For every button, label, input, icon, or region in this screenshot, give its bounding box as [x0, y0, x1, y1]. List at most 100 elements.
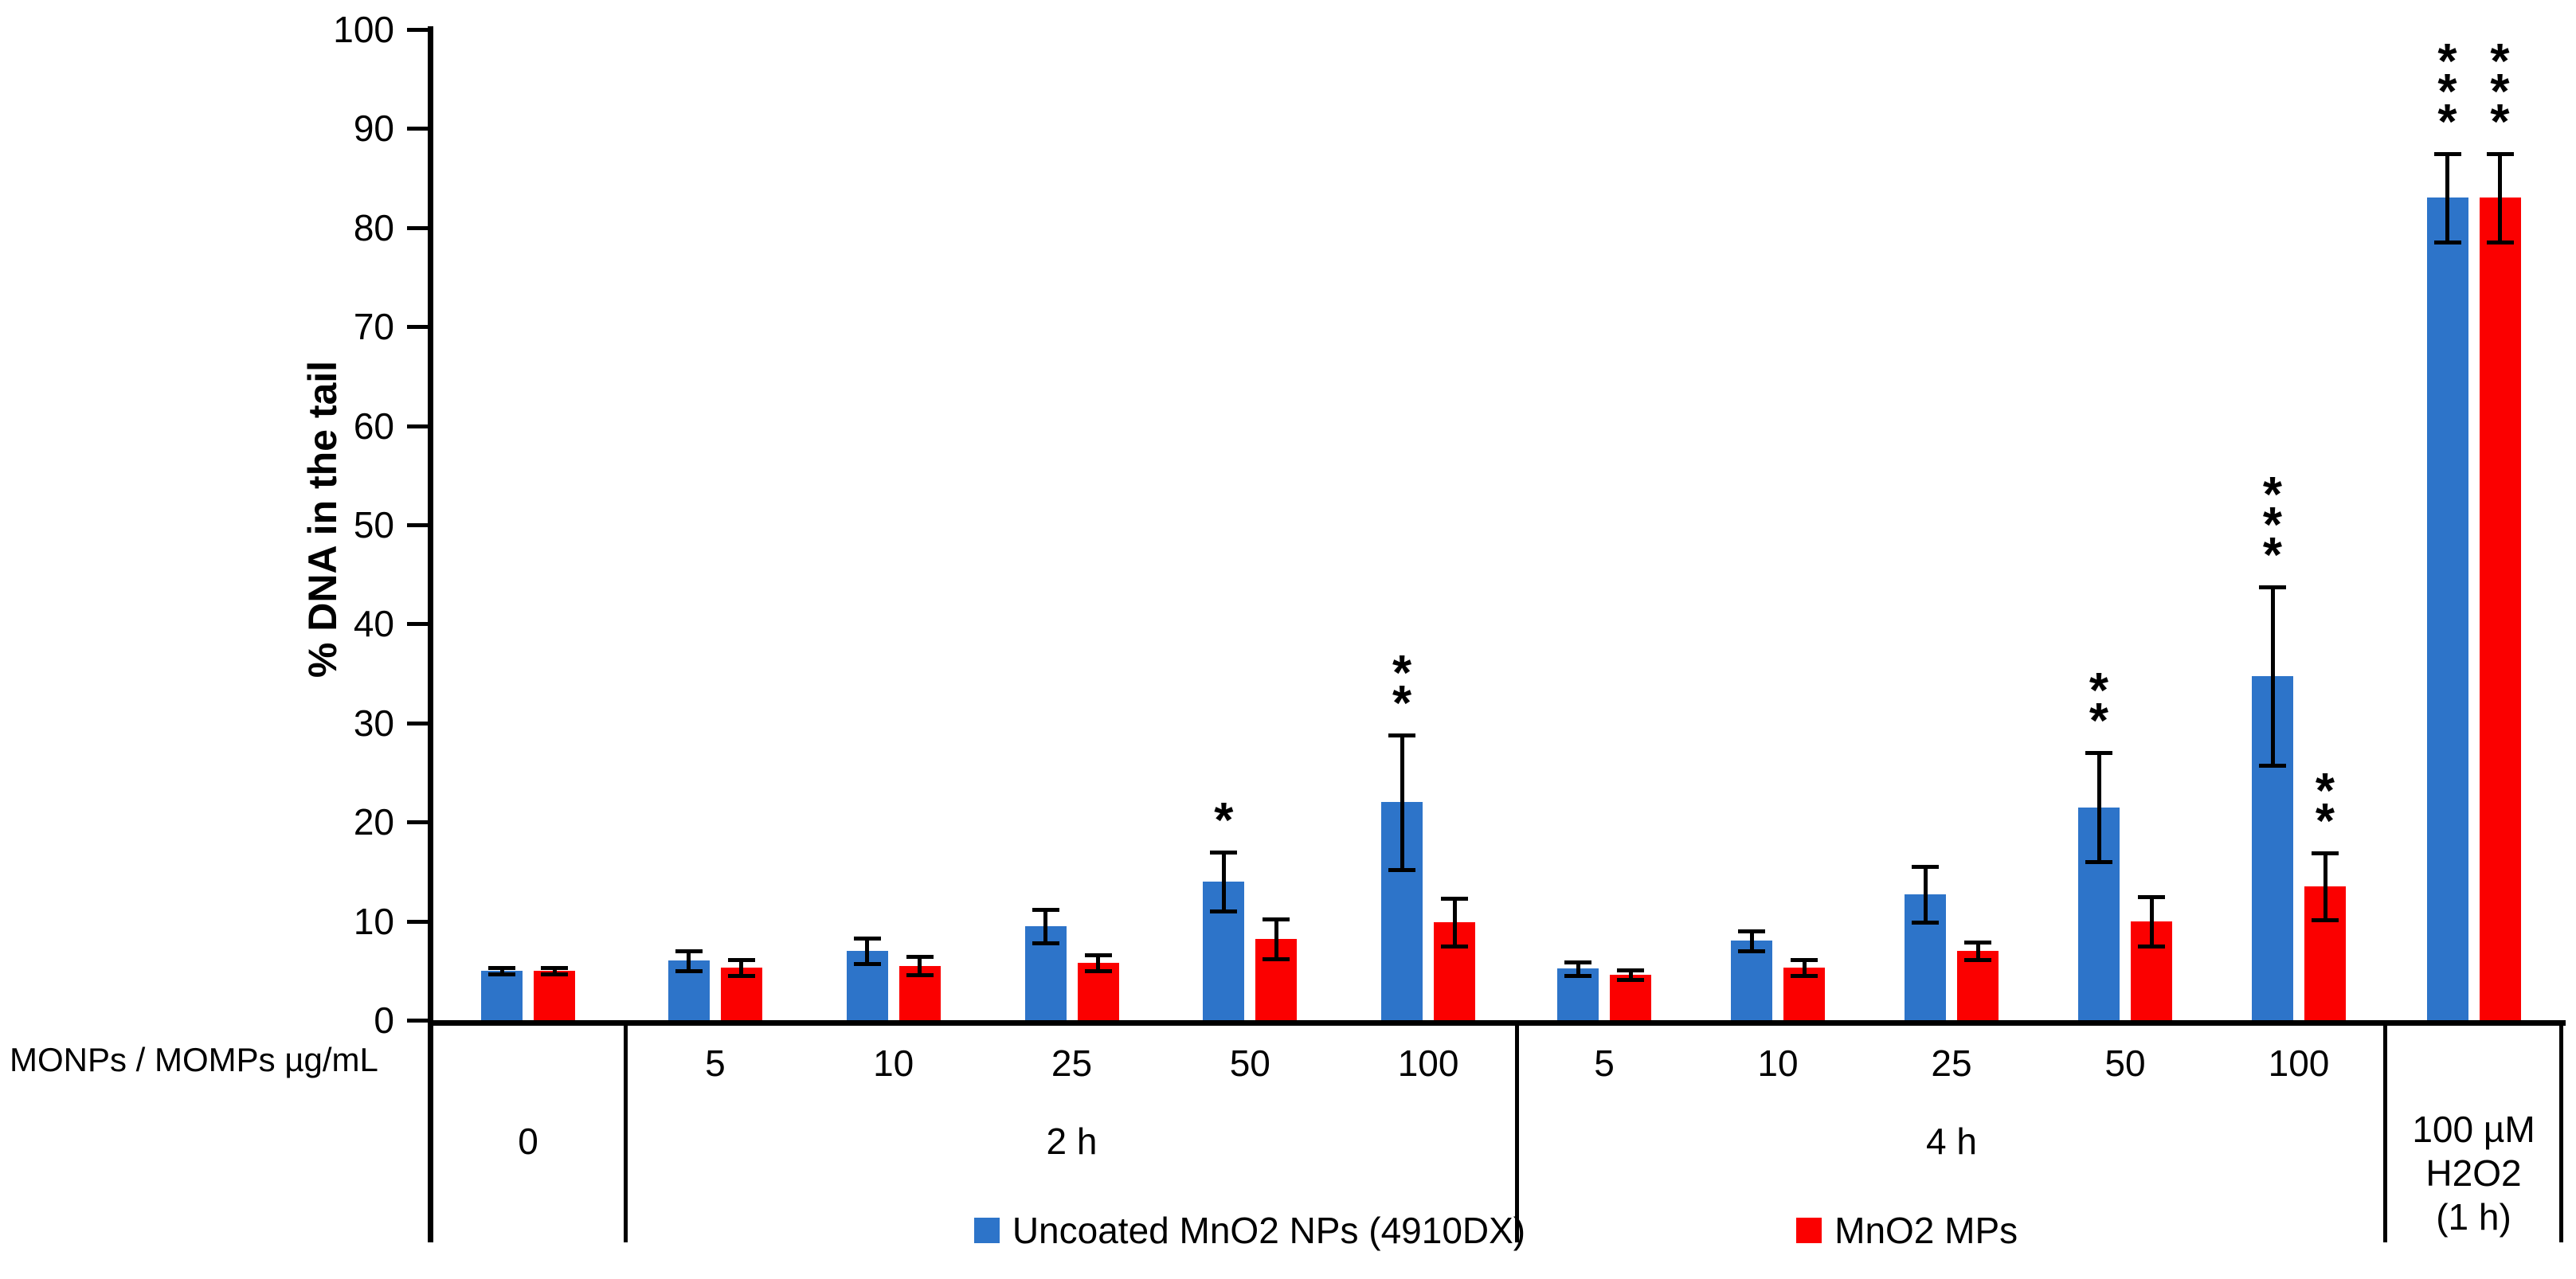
legend-label-mno2-mps: MnO2 MPs	[1834, 1210, 2018, 1251]
error-bar-cap	[1210, 909, 1238, 914]
error-bar-cap	[1210, 850, 1238, 855]
bar-mno2-mps	[2479, 198, 2521, 1020]
error-bar-cap	[2433, 241, 2461, 245]
error-bar-stem	[739, 960, 744, 976]
error-bar-stem	[552, 968, 557, 974]
error-bar-cap	[1912, 865, 1939, 870]
error-bar-cap	[2259, 585, 2286, 590]
error-bar-stem	[1975, 941, 1980, 960]
significance-marker: *	[1214, 792, 1234, 848]
error-bar-stem	[918, 956, 922, 975]
concentration-label: 25	[1051, 1042, 1093, 1084]
group-label: 4 h	[1926, 1121, 1977, 1162]
error-bar-cap	[1791, 974, 1818, 979]
y-tick-mark	[407, 820, 428, 825]
error-bar-cap	[1564, 960, 1591, 964]
legend-item-uncoated-mno2-nps: Uncoated MnO2 NPs (4910DX)	[973, 1210, 1525, 1251]
error-bar-stem	[2270, 587, 2275, 766]
table-divider	[2383, 1026, 2387, 1242]
legend: Uncoated MnO2 NPs (4910DX) MnO2 MPs	[430, 1204, 2562, 1257]
y-tick-mark	[407, 1019, 428, 1023]
error-bar-cap	[2138, 894, 2165, 899]
error-bar-cap	[1564, 974, 1591, 979]
error-bar-cap	[906, 972, 934, 977]
error-bar-cap	[1441, 944, 1469, 948]
y-tick-label: 0	[374, 999, 394, 1041]
y-tick-label: 100	[333, 9, 394, 50]
y-tick-label: 10	[353, 900, 394, 942]
bar-mno2-mps	[534, 970, 575, 1020]
error-bar-cap	[853, 962, 881, 967]
group-label: 0	[518, 1121, 538, 1162]
error-bar-cap	[2433, 151, 2461, 156]
error-bar-cap	[2312, 918, 2339, 923]
error-bar-cap	[906, 955, 934, 960]
error-bar-stem	[2498, 153, 2502, 243]
error-bar-cap	[1263, 917, 1290, 922]
bar-mno2-mps	[1610, 974, 1651, 1020]
error-bar-cap	[1084, 968, 1112, 973]
y-axis-line	[428, 26, 433, 1242]
bar-uncoated-mno2-nps	[2426, 198, 2468, 1020]
concentration-label: 25	[1931, 1042, 1972, 1084]
error-bar-cap	[1964, 958, 1991, 963]
y-tick-label: 90	[353, 108, 394, 150]
error-bar-cap	[488, 972, 515, 976]
significance-marker: * * *	[2262, 467, 2283, 584]
concentration-label: 5	[705, 1042, 726, 1084]
y-tick-mark	[407, 919, 428, 924]
significance-marker: * * *	[2437, 33, 2457, 150]
error-bar-cap	[2486, 151, 2514, 156]
error-bar-stem	[1576, 961, 1580, 976]
y-tick-mark	[407, 225, 428, 230]
table-divider	[1515, 1026, 1519, 1242]
error-bar-cap	[1964, 940, 1991, 945]
y-tick-mark	[407, 424, 428, 428]
legend-swatch-red	[1796, 1218, 1822, 1243]
bar-mno2-mps	[1957, 950, 1999, 1020]
y-tick-mark	[407, 325, 428, 330]
error-bar-stem	[1043, 909, 1047, 943]
y-tick-label: 80	[353, 206, 394, 248]
error-bar-cap	[1617, 977, 1644, 982]
error-bar-cap	[675, 948, 703, 953]
error-bar-stem	[1923, 866, 1928, 922]
error-bar-cap	[2259, 764, 2286, 769]
concentration-label: 100	[1397, 1042, 1459, 1084]
y-tick-mark	[407, 28, 428, 32]
error-bar-cap	[1617, 968, 1644, 972]
error-bar-cap	[675, 968, 703, 973]
significance-marker: * *	[2315, 763, 2335, 849]
y-tick-mark	[407, 127, 428, 131]
concentration-label: 5	[1594, 1042, 1615, 1084]
concentration-label: 50	[2104, 1042, 2146, 1084]
error-bar-cap	[1388, 733, 1416, 737]
y-tick-label: 30	[353, 702, 394, 744]
concentration-label: 10	[1757, 1042, 1799, 1084]
error-bar-stem	[1274, 919, 1278, 959]
error-bar-stem	[865, 937, 870, 964]
error-bar-cap	[1738, 948, 1765, 953]
y-tick-label: 20	[353, 801, 394, 843]
error-bar-stem	[2096, 753, 2101, 862]
x-axis-line	[428, 1020, 2566, 1026]
error-bar-cap	[1738, 929, 1765, 934]
error-bar-cap	[2486, 241, 2514, 245]
error-bar-stem	[499, 968, 504, 974]
error-bar-stem	[1802, 960, 1807, 976]
y-tick-label: 60	[353, 405, 394, 447]
y-tick-mark	[407, 523, 428, 527]
significance-marker: * *	[1392, 645, 1412, 731]
error-bar-cap	[1032, 941, 1059, 945]
significance-marker: * *	[2089, 663, 2109, 749]
x-axis-unit-label: MONPs / MOMPs µg/mL	[10, 1041, 378, 1078]
concentration-label: 50	[1229, 1042, 1270, 1084]
error-bar-cap	[727, 958, 755, 963]
error-bar-cap	[541, 966, 568, 971]
error-bar-cap	[1912, 920, 1939, 925]
error-bar-cap	[2138, 944, 2165, 948]
concentration-label: 100	[2268, 1042, 2330, 1084]
y-tick-label: 40	[353, 603, 394, 645]
error-bar-cap	[2312, 851, 2339, 855]
error-bar-stem	[2445, 153, 2449, 243]
